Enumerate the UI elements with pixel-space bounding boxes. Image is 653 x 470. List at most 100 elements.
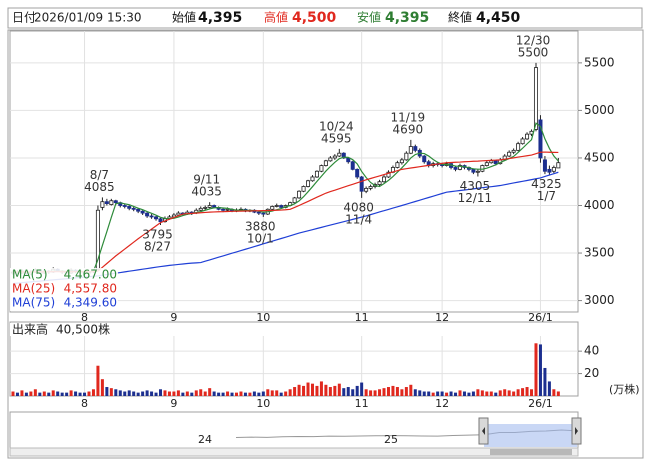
volume-bar (221, 392, 225, 396)
candle-body (310, 176, 315, 182)
volume-bar (507, 390, 511, 396)
candle-body (198, 207, 203, 211)
candle-body (368, 186, 373, 189)
volume-tick-label: 20 (584, 366, 599, 380)
date: 2026/01/09 15:30 (34, 11, 142, 25)
volume-bar (342, 388, 346, 396)
volume-bar (38, 392, 42, 396)
volume-label: 出来高 (12, 322, 48, 337)
volume-bar (176, 390, 180, 396)
x-tick-label: 10 (256, 397, 270, 410)
candle-body (314, 170, 319, 178)
volume-bar (78, 392, 82, 396)
legend-value: 4,467.00 (64, 268, 117, 282)
volume-bar (87, 391, 91, 396)
volume-bar (302, 385, 306, 396)
navigator-selection[interactable] (484, 424, 577, 447)
x-tick-label: 11 (355, 311, 369, 324)
volume-bar (109, 388, 113, 396)
candle-body (457, 165, 462, 170)
candle-body (386, 171, 391, 178)
candle-body (489, 160, 494, 164)
annotation-price: 3880 (245, 219, 276, 233)
volume-bar (324, 384, 328, 396)
volume-bar (20, 390, 24, 396)
candle-body (538, 119, 543, 159)
volume-bar (83, 392, 87, 396)
candle-body (542, 159, 547, 172)
navigator-label: 25 (384, 433, 398, 446)
volume-label-box (10, 323, 110, 336)
ma-line (12, 122, 559, 274)
annotation-date: 12/11 (458, 191, 493, 205)
volume-bar (436, 391, 440, 396)
annotation-date: 12/30 (516, 33, 551, 47)
annotation-date: 10/24 (319, 119, 354, 133)
scrollbar-track[interactable] (9, 447, 579, 457)
candle-body (256, 211, 261, 214)
candle-body (520, 138, 525, 145)
volume-bar (284, 391, 288, 396)
volume-bar (400, 389, 404, 396)
x-tick-label: 9 (170, 311, 177, 324)
volume-bar (172, 391, 176, 396)
y-tick-label: 3000 (584, 293, 615, 307)
candle-body (332, 155, 337, 159)
volume-bar (141, 391, 145, 396)
candle-body (364, 187, 369, 192)
x-tick-label: 12 (435, 311, 449, 324)
volume-bar (547, 381, 551, 396)
candle-body (382, 176, 387, 183)
volume-bar (552, 389, 556, 396)
annotation-price: 4035 (191, 185, 222, 199)
volume-bar (458, 390, 462, 396)
volume-bar (480, 390, 484, 396)
volume-bar (543, 367, 547, 396)
legend-name: MA(25) (12, 282, 55, 296)
volume-bar (150, 391, 154, 396)
candle-body (453, 167, 458, 170)
volume-bar (270, 390, 274, 396)
candle-body (547, 168, 552, 173)
volume-bar (194, 390, 198, 396)
candle-body (350, 161, 355, 170)
volume-bar (360, 382, 364, 396)
candle-body (207, 205, 212, 208)
candle-body (502, 155, 507, 161)
volume-bar (494, 392, 498, 396)
field-label: 終値 (448, 10, 472, 25)
volume-bar (498, 390, 502, 396)
volume-bar (306, 382, 310, 396)
candle-body (493, 160, 498, 165)
candle-body (270, 206, 275, 210)
date-label: 日付 (12, 11, 36, 25)
candle-body (404, 152, 409, 161)
volume-bar (203, 391, 207, 396)
annotation-date: 11/19 (391, 110, 426, 124)
x-tick-label: 26/1 (528, 397, 553, 410)
volume-bar (422, 391, 426, 396)
volume-bar (33, 389, 37, 396)
candle-body (413, 146, 418, 151)
volume-bar (11, 391, 15, 396)
volume-bar (154, 392, 158, 396)
legend-value: 4,349.60 (64, 296, 117, 310)
volume-bar (431, 392, 435, 396)
scrollbar-thumb[interactable] (490, 449, 572, 455)
volume-unit: (万株) (609, 382, 640, 396)
volume-bar (355, 385, 359, 396)
candle-body (176, 212, 181, 216)
volume-bar (476, 389, 480, 396)
volume-bar (516, 389, 520, 396)
volume-bar (185, 391, 189, 396)
volume-bar (261, 391, 265, 396)
volume-bar (100, 379, 104, 396)
volume-bar (239, 391, 243, 396)
y-tick-label: 4000 (584, 198, 615, 212)
x-tick-label: 10 (256, 311, 270, 324)
volume-bar (163, 390, 167, 396)
field-value: 4,395 (198, 10, 242, 26)
volume-current: 40,500株 (56, 322, 110, 337)
candle-body (525, 133, 530, 140)
candle-body (408, 146, 413, 154)
